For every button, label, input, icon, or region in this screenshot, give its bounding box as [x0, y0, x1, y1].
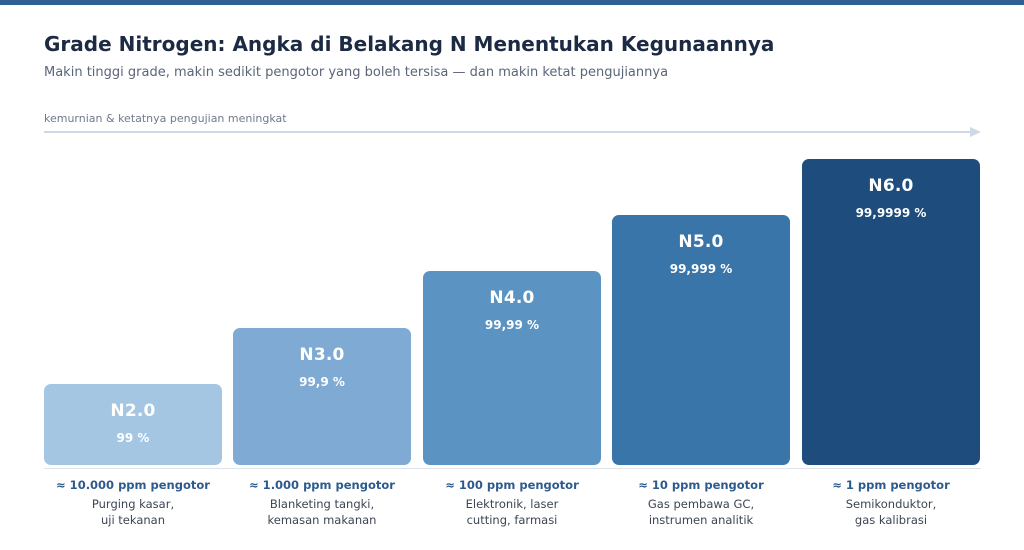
trend-arrow: [44, 127, 981, 137]
purity-label: 99,99 %: [484, 318, 540, 332]
grade-info-n5: ≈ 10 ppm pengotor Gas pembawa GC, instru…: [612, 478, 790, 528]
impurity-label: ≈ 1.000 ppm pengotor: [249, 478, 395, 492]
grade-label: N2.0: [110, 401, 156, 421]
trend-arrow-head: [970, 127, 981, 137]
grade-label: N6.0: [868, 176, 914, 196]
usage-label: Semikonduktor, gas kalibrasi: [845, 497, 937, 527]
purity-label: 99,999 %: [669, 262, 733, 276]
baseline-divider: [44, 468, 981, 469]
grade-info-n2: ≈ 10.000 ppm pengotor Purging kasar, uji…: [44, 478, 222, 528]
grade-step-n4: N4.0 99,99 %: [423, 271, 601, 465]
purity-label: 99 %: [116, 431, 150, 445]
grade-step-n5: N5.0 99,999 %: [612, 215, 790, 465]
grade-label: N5.0: [678, 232, 724, 252]
grade-step-n3: N3.0 99,9 %: [233, 328, 411, 465]
purity-label: 99,9 %: [299, 375, 345, 389]
trend-arrow-label: kemurnian & ketatnya pengujian meningkat: [44, 112, 287, 125]
grade-info-n4: ≈ 100 ppm pengotor Elektronik, laser cut…: [423, 478, 601, 528]
grade-label: N3.0: [299, 345, 345, 365]
grade-info-n6: ≈ 1 ppm pengotor Semikonduktor, gas kali…: [802, 478, 980, 528]
grade-info-n3: ≈ 1.000 ppm pengotor Blanketing tangki, …: [233, 478, 411, 528]
impurity-label: ≈ 100 ppm pengotor: [445, 478, 579, 492]
usage-label: Blanketing tangki, kemasan makanan: [267, 497, 377, 527]
usage-label: Gas pembawa GC, instrumen analitik: [647, 497, 755, 527]
page-subtitle: Makin tinggi grade, makin sedikit pengot…: [44, 65, 669, 80]
top-accent-bar: [0, 0, 1024, 5]
usage-label: Elektronik, laser cutting, farmasi: [465, 497, 559, 527]
grade-label: N4.0: [489, 288, 535, 308]
page-title: Grade Nitrogen: Angka di Belakang N Mene…: [44, 32, 775, 56]
impurity-label: ≈ 10 ppm pengotor: [638, 478, 764, 492]
impurity-label: ≈ 1 ppm pengotor: [832, 478, 950, 492]
grade-step-n2: N2.0 99 %: [44, 384, 222, 465]
impurity-label: ≈ 10.000 ppm pengotor: [56, 478, 210, 492]
grade-step-n6: N6.0 99,9999 %: [802, 159, 980, 465]
usage-label: Purging kasar, uji tekanan: [91, 497, 175, 527]
purity-label: 99,9999 %: [855, 206, 927, 220]
